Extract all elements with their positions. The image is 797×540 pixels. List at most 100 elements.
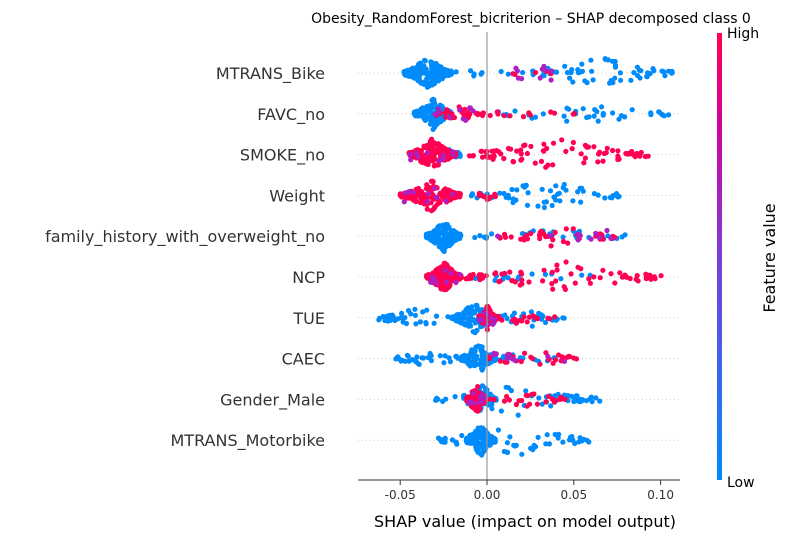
shap-point: [600, 236, 606, 242]
shap-point: [453, 353, 459, 359]
shap-point: [576, 439, 582, 445]
shap-point: [553, 183, 559, 189]
shap-point: [519, 156, 525, 162]
shap-point: [501, 155, 507, 162]
shap-point: [570, 198, 576, 204]
shap-point: [428, 279, 434, 285]
shap-point: [616, 156, 622, 162]
shap-point: [475, 449, 481, 455]
shap-point: [534, 401, 541, 407]
shap-point: [398, 358, 404, 364]
shap-point: [504, 440, 510, 446]
shap-point: [408, 311, 414, 317]
shap-point: [444, 67, 450, 73]
x-tick-label: -0.05: [385, 488, 416, 502]
shap-point: [575, 237, 581, 243]
shap-point: [513, 442, 519, 448]
shap-point: [505, 385, 512, 391]
shap-point: [619, 274, 626, 280]
shap-point: [402, 190, 408, 196]
shap-point: [541, 199, 547, 205]
shap-point: [480, 427, 486, 433]
shap-point: [397, 192, 403, 198]
shap-point: [543, 234, 549, 240]
shap-point: [556, 352, 562, 358]
shap-point: [469, 440, 475, 446]
shap-point: [474, 438, 480, 444]
shap-point: [413, 321, 419, 327]
shap-point: [587, 280, 594, 286]
shap-point: [441, 245, 447, 252]
shap-point: [652, 276, 658, 282]
shap-point: [419, 189, 425, 195]
shap-point: [570, 79, 576, 85]
shap-point: [443, 198, 449, 204]
shap-point: [572, 440, 578, 447]
shap-point: [597, 275, 603, 281]
shap-point: [424, 150, 430, 156]
shap-point: [541, 141, 547, 147]
shap-point: [481, 310, 488, 316]
shap-point: [628, 77, 634, 83]
shap-point: [518, 358, 524, 365]
shap-point: [469, 191, 475, 197]
shap-point: [519, 397, 525, 404]
shap-point: [648, 110, 654, 116]
shap-point: [520, 114, 527, 120]
shap-point: [477, 435, 483, 441]
shap-point: [550, 140, 557, 146]
shap-point: [448, 270, 454, 276]
shap-point: [515, 412, 521, 418]
shap-point: [538, 158, 545, 164]
shap-point: [522, 350, 528, 356]
shap-point: [478, 357, 484, 363]
shap-point: [651, 68, 657, 74]
shap-point: [502, 231, 508, 237]
shap-point: [572, 280, 578, 286]
shap-point: [402, 315, 408, 321]
shap-point: [568, 271, 574, 277]
shap-point: [470, 271, 476, 278]
shap-point: [457, 152, 463, 158]
shap-point: [512, 358, 519, 364]
shap-point: [595, 192, 601, 198]
shap-point: [580, 106, 586, 112]
shap-point: [523, 182, 529, 189]
shap-point: [617, 270, 623, 276]
shap-point: [584, 80, 590, 86]
shap-point: [561, 284, 567, 290]
shap-point: [426, 83, 432, 89]
shap-point: [441, 145, 447, 151]
shap-point: [530, 356, 536, 362]
shap-point: [570, 226, 576, 232]
shap-point: [430, 270, 436, 276]
shap-point: [519, 451, 525, 457]
shap-point: [400, 319, 406, 325]
shap-point: [521, 314, 527, 320]
feature-label: MTRANS_Motorbike: [171, 431, 326, 451]
shap-point: [376, 317, 382, 323]
shap-point: [431, 163, 437, 169]
shap-point: [540, 148, 547, 154]
shap-point: [604, 227, 610, 234]
shap-point: [534, 316, 541, 322]
shap-point: [513, 197, 519, 203]
shap-point: [442, 267, 448, 274]
shap-point: [479, 317, 485, 323]
shap-point: [588, 394, 595, 400]
shap-point: [451, 234, 457, 240]
shap-point: [552, 397, 558, 403]
shap-point: [524, 202, 531, 208]
shap-point: [501, 113, 507, 119]
shap-point: [492, 271, 498, 277]
shap-point: [428, 60, 434, 66]
shap-point: [433, 280, 439, 286]
shap-point: [442, 353, 448, 359]
shap-point: [548, 243, 554, 249]
shap-point: [623, 150, 629, 157]
shap-point: [492, 277, 498, 283]
shap-point: [591, 113, 597, 119]
shap-point: [425, 354, 431, 361]
shap-point: [455, 313, 461, 319]
shap-point: [472, 234, 478, 241]
